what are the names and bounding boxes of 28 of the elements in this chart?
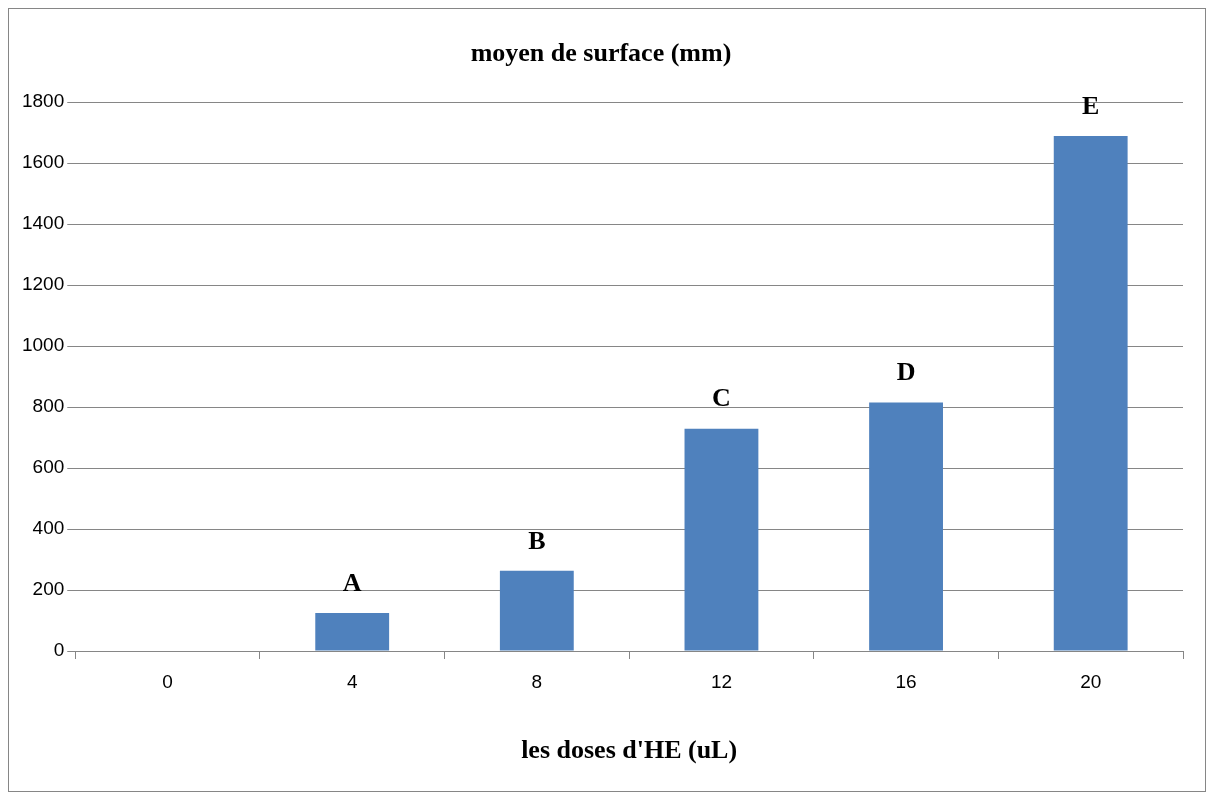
y-tick-label: 800: [32, 395, 65, 417]
x-tick-label: 4: [346, 670, 358, 692]
x-axis-title: les doses d'HE (uL): [521, 735, 738, 765]
annotation: A: [342, 567, 362, 597]
annotation: B: [528, 525, 546, 555]
y-tick-label: 600: [32, 456, 65, 478]
x-tick-label: 12: [710, 670, 733, 692]
annotation: D: [896, 357, 916, 387]
y-tick-label: 0: [53, 639, 65, 661]
x-tick-label: 20: [1080, 670, 1102, 692]
x-tick-label: 8: [531, 670, 543, 692]
bar: [684, 428, 759, 651]
y-tick-label: 1000: [21, 334, 65, 356]
bar: [869, 402, 943, 651]
bar: [1053, 136, 1128, 651]
y-tick-label: 1600: [21, 151, 65, 173]
annotation: C: [712, 383, 731, 413]
bar: [499, 570, 574, 651]
y-tick-label: 1200: [21, 273, 65, 295]
y-tick-label: 400: [32, 517, 65, 539]
y-tick-label: 200: [32, 578, 65, 600]
x-tick-label: 16: [895, 670, 917, 692]
bar: [315, 612, 390, 651]
y-tick-label: 1800: [21, 90, 65, 112]
chart-title: moyen de surface (mm): [470, 38, 732, 68]
annotation: E: [1082, 90, 1100, 120]
y-tick-label: 1400: [21, 212, 65, 234]
x-tick-label: 0: [162, 670, 173, 692]
